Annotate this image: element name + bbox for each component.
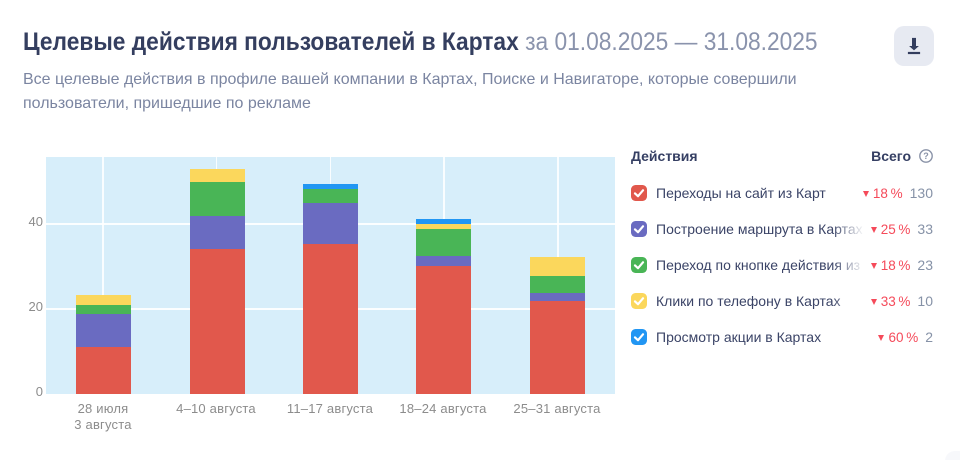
svg-text:?: ? [923, 151, 929, 161]
